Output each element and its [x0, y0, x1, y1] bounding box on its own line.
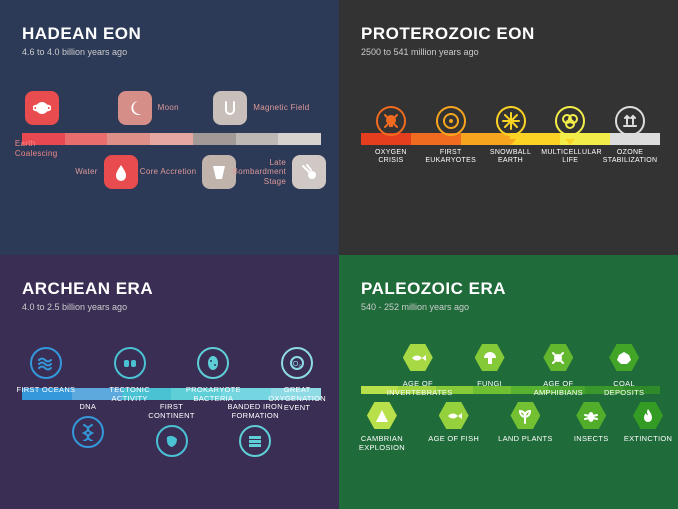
planet-icon [25, 91, 59, 125]
panel-archean: ARCHEAN ERA 4.0 to 2.5 billion years ago… [0, 255, 339, 509]
event-fungi: FUNGI [459, 340, 521, 388]
timeline: CAMBRIAN EXPLOSIONAGE OF INVERTEBRATESAG… [361, 340, 660, 460]
event-label: Core Accretion [136, 167, 196, 177]
amph-icon [543, 343, 573, 373]
event-fish: AGE OF INVERTEBRATES [387, 340, 449, 397]
event-label: FIRST OCEANS [15, 385, 77, 394]
panel-title: PALEOZOIC ERA [361, 279, 660, 299]
panel-subtitle: 540 - 252 million years ago [361, 302, 660, 312]
fungi-icon [475, 343, 505, 373]
event-tect: TECTONIC ACTIVITY [99, 344, 161, 403]
event-label: OZONE STABILIZATION [601, 149, 659, 166]
event-drop: Water [38, 155, 138, 189]
panel-title: HADEAN EON [22, 24, 321, 44]
event-o2: O₂ GREAT OXYGENATION EVENT [266, 344, 328, 412]
panel-title: ARCHEAN ERA [22, 279, 321, 299]
fire-icon [633, 401, 663, 431]
event-cells: MULTICELLULAR LIFE [541, 103, 599, 166]
magnet-icon [213, 91, 247, 125]
event-label: AGE OF INVERTEBRATES [387, 379, 449, 397]
event-label: COAL DEPOSITS [593, 379, 655, 397]
event-label: DNA [57, 402, 119, 411]
tri-icon [367, 401, 397, 431]
event-ozone: OZONE STABILIZATION [601, 103, 659, 166]
event-label: PROKARYOTE BACTERIA [182, 385, 244, 403]
event-label: Late Bombardment Stage [226, 158, 286, 187]
event-magnet: Magnetic Field [213, 91, 313, 125]
event-label: TECTONIC ACTIVITY [99, 385, 161, 403]
skull-icon [376, 106, 406, 136]
events: FIRST OCEANSDNATECTONIC ACTIVITYFIRST CO… [22, 340, 321, 460]
bact-icon [197, 347, 229, 379]
drop-icon [104, 155, 138, 189]
panel-hadean: HADEAN EON 4.6 to 4.0 billion years ago … [0, 0, 339, 255]
event-label: Moon [158, 103, 179, 113]
event-label: LAND PLANTS [494, 434, 556, 443]
meteor-icon [292, 155, 326, 189]
cell-icon [436, 106, 466, 136]
event-label: AGE OF FISH [423, 434, 485, 443]
panel-paleozoic: PALEOZOIC ERA 540 - 252 million years ag… [339, 255, 678, 509]
event-moon: Moon [118, 91, 218, 125]
infographic-grid: HADEAN EON 4.6 to 4.0 billion years ago … [0, 0, 678, 509]
event-meteor: Late Bombardment Stage [226, 155, 326, 189]
event-label: SNOWBALL EARTH [482, 149, 540, 166]
moon-icon [118, 91, 152, 125]
event-label: CAMBRIAN EXPLOSION [351, 434, 413, 452]
o2-icon: O₂ [281, 347, 313, 379]
panel-subtitle: 4.6 to 4.0 billion years ago [22, 47, 321, 57]
event-label: AGE OF AMPHIBIANS [527, 379, 589, 397]
event-label: INSECTS [560, 434, 622, 443]
event-label: FUNGI [459, 379, 521, 388]
event-cell: FIRST EUKARYOTES [422, 103, 480, 166]
tect-icon [114, 347, 146, 379]
insect-icon [576, 401, 606, 431]
event-label: OXYGEN CRISIS [362, 149, 420, 166]
waves-icon [30, 347, 62, 379]
event-amph: AGE OF AMPHIBIANS [527, 340, 589, 397]
event-cont: FIRST CONTINENT [141, 402, 203, 460]
panel-subtitle: 4.0 to 2.5 billion years ago [22, 302, 321, 312]
event-coal: COAL DEPOSITS [593, 340, 655, 397]
timeline: Earth Coalescing Water Moon Core Accretion M… [22, 85, 321, 205]
event-label: EXTINCTION [617, 434, 678, 443]
events: OXYGEN CRISISFIRST EUKARYOTESSNOWBALL EA… [361, 85, 660, 205]
event-label: FIRST CONTINENT [141, 402, 203, 420]
cont-icon [156, 425, 188, 457]
panel-title: PROTEROZOIC EON [361, 24, 660, 44]
fish-icon [403, 343, 433, 373]
event-fish2: AGE OF FISH [423, 398, 485, 443]
ozone-icon [615, 106, 645, 136]
cells-icon [555, 106, 585, 136]
iron-icon [239, 425, 271, 457]
event-fire: EXTINCTION [617, 398, 678, 443]
event-bact: PROKARYOTE BACTERIA [182, 344, 244, 403]
event-plant: LAND PLANTS [494, 398, 556, 443]
event-planet: Earth Coalescing [25, 91, 125, 125]
event-label: FIRST EUKARYOTES [422, 149, 480, 166]
event-label: Magnetic Field [253, 103, 309, 113]
svg-text:O₂: O₂ [293, 361, 301, 368]
event-label: MULTICELLULAR LIFE [541, 149, 599, 166]
panel-proterozoic: PROTEROZOIC EON 2500 to 541 million year… [339, 0, 678, 255]
event-skull: OXYGEN CRISIS [362, 103, 420, 166]
timeline: OXYGEN CRISISFIRST EUKARYOTESSNOWBALL EA… [361, 85, 660, 205]
event-core: Core Accretion [136, 155, 236, 189]
event-snow: SNOWBALL EARTH [482, 103, 540, 166]
event-tri: CAMBRIAN EXPLOSION [351, 398, 413, 452]
event-label: Water [38, 167, 98, 177]
event-insect: INSECTS [560, 398, 622, 443]
coal-icon [609, 343, 639, 373]
snow-icon [496, 106, 526, 136]
plant-icon [510, 401, 540, 431]
event-dna: DNA [57, 402, 119, 451]
event-label: GREAT OXYGENATION EVENT [266, 385, 328, 412]
panel-subtitle: 2500 to 541 million years ago [361, 47, 660, 57]
fish2-icon [439, 401, 469, 431]
timeline: FIRST OCEANSDNATECTONIC ACTIVITYFIRST CO… [22, 340, 321, 460]
events: CAMBRIAN EXPLOSIONAGE OF INVERTEBRATESAG… [361, 340, 660, 460]
dna-icon [72, 416, 104, 448]
events: Earth Coalescing Water Moon Core Accretion M… [22, 85, 321, 205]
event-waves: FIRST OCEANS [15, 344, 77, 394]
